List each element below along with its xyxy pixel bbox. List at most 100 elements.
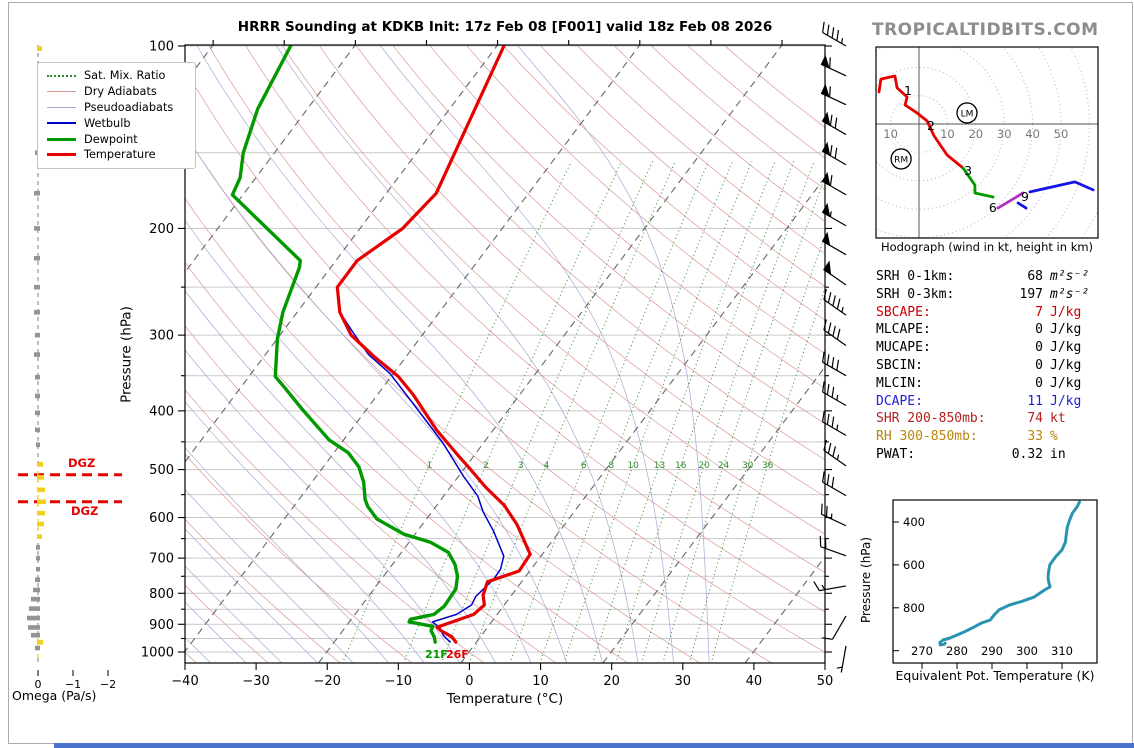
hodograph-height-label: 1 [904,83,912,98]
dry-adiabat-line [185,133,773,663]
mixing-ratio-label: 4 [543,461,549,471]
omega-bar [34,352,40,357]
barb-full [831,356,835,368]
index-value: 0 [1035,375,1043,391]
index-unit: m²s⁻² [1050,286,1090,302]
barb-half [841,306,844,313]
index-value: 197 [1019,286,1043,302]
omega-bar [37,475,44,480]
thetae-x-tick-label: 310 [1051,644,1073,658]
mixratio-line-swatch [47,74,76,77]
omega-bar [34,284,40,290]
thetae-border [892,499,1098,664]
temperature-curve-path [335,45,532,644]
omega-bar [37,461,43,467]
mixing-ratio-line [403,161,623,663]
pressure-tick-label: 600 [149,511,174,526]
barb-full [832,446,836,457]
index-label: PWAT: [876,446,916,462]
dry-adiabat-line [208,45,825,613]
barb-staff [822,361,847,377]
index-label: MLCAPE: [876,322,931,338]
omega-bar [35,332,40,338]
index-label: SBCAPE: [876,304,931,320]
mixing-ratio-label: 10 [627,461,639,471]
barb-pennant [821,141,831,157]
barb-staff [831,615,847,640]
dry-adiabat-line [612,45,825,222]
pressure-tick-label: 500 [149,463,174,478]
index-unit: kt [1050,411,1066,427]
legend-item-label: Pseudoadiabats [84,100,174,114]
barb-full [829,57,831,69]
storm-motion-marker [890,148,912,170]
index-value: 0.32 [1011,446,1043,462]
isotherm-line [185,45,499,463]
temperature-tick-label: −20 [314,674,341,689]
dry-adiabat-line [465,45,825,355]
pressure-tick-label: 800 [149,587,174,602]
thetae-y-tick-label: 400 [903,515,925,529]
barb-staff [821,513,847,527]
barb-full [836,359,840,371]
barb-staff [823,449,847,467]
legend-item-wetbulb: Wetbulb [47,115,187,131]
omega-bar [28,625,40,630]
barb-pennant [823,260,832,276]
barb-full [831,27,835,39]
mixing-ratio-label: 30 [742,461,754,471]
omega-bar [35,410,40,416]
isotherms [185,45,825,663]
index-row: MUCAPE: 0 J/kg [876,339,1104,357]
index-row: SRH 0-1km: 68 m²s⁻² [876,268,1104,286]
index-row: RH 300-850mb: 33% [876,428,1104,446]
barb-staff [822,421,847,436]
indices-panel: SRH 0-1km: 68 m²s⁻² SRH 0-3km: 197 m²s⁻² SBCAP… [876,268,1104,464]
dry-adiabat-line [185,261,629,663]
legend-item-dryadiabat: Dry Adiabats [47,84,187,100]
pseudoadiabat-line [185,447,390,663]
index-value: 0 [1035,357,1043,373]
hodograph-segment [996,191,1025,210]
barb-staff [823,329,847,346]
omega-bar [36,545,40,550]
ring-label: 40 [1025,127,1040,141]
isotherm-line [318,45,783,663]
pressure-tick-label: 300 [149,329,174,344]
barb-full [829,114,833,126]
index-unit: J/kg [1050,357,1082,373]
hodograph-segment [961,166,995,199]
mixing-ratio-label: 36 [762,461,774,471]
dryadiabat-line-swatch [47,91,76,93]
ring-label-left: 10 [883,127,898,141]
plot-border [184,44,826,664]
pressure-tick-label: 400 [149,404,174,419]
mixing-ratio-label: 3 [518,461,524,471]
barb-full [823,288,827,300]
omega-tick-label: 0 [35,678,42,691]
barb-full [822,351,825,363]
index-value: 0 [1035,340,1043,356]
barb-full [822,381,825,393]
thetae-axis-title: Equivalent Pot. Temperature (K) [895,668,1095,683]
index-unit: m²s⁻² [1050,269,1090,284]
barb-pennant [821,111,831,127]
legend-item-label: Temperature [84,148,156,162]
mixing-ratio-label: 8 [608,461,614,471]
dry-adiabat-line [686,45,825,159]
hodograph-segment [877,74,965,170]
dry-adiabat-line [185,453,413,663]
pseudoadiabat-line [196,45,603,663]
legend-item-label: Wetbulb [84,116,131,130]
omega-bar [36,566,40,572]
pseudoadiabat-line [185,489,354,663]
barb-staff [823,299,847,316]
legend-item-temperature: Temperature [47,147,187,163]
index-unit: J/kg [1050,393,1082,409]
barb-full [827,322,832,334]
barb-staff [822,31,847,47]
barb-full [823,439,827,451]
pressure-tick-label: 100 [149,40,174,55]
index-value: 68 [1027,269,1043,284]
